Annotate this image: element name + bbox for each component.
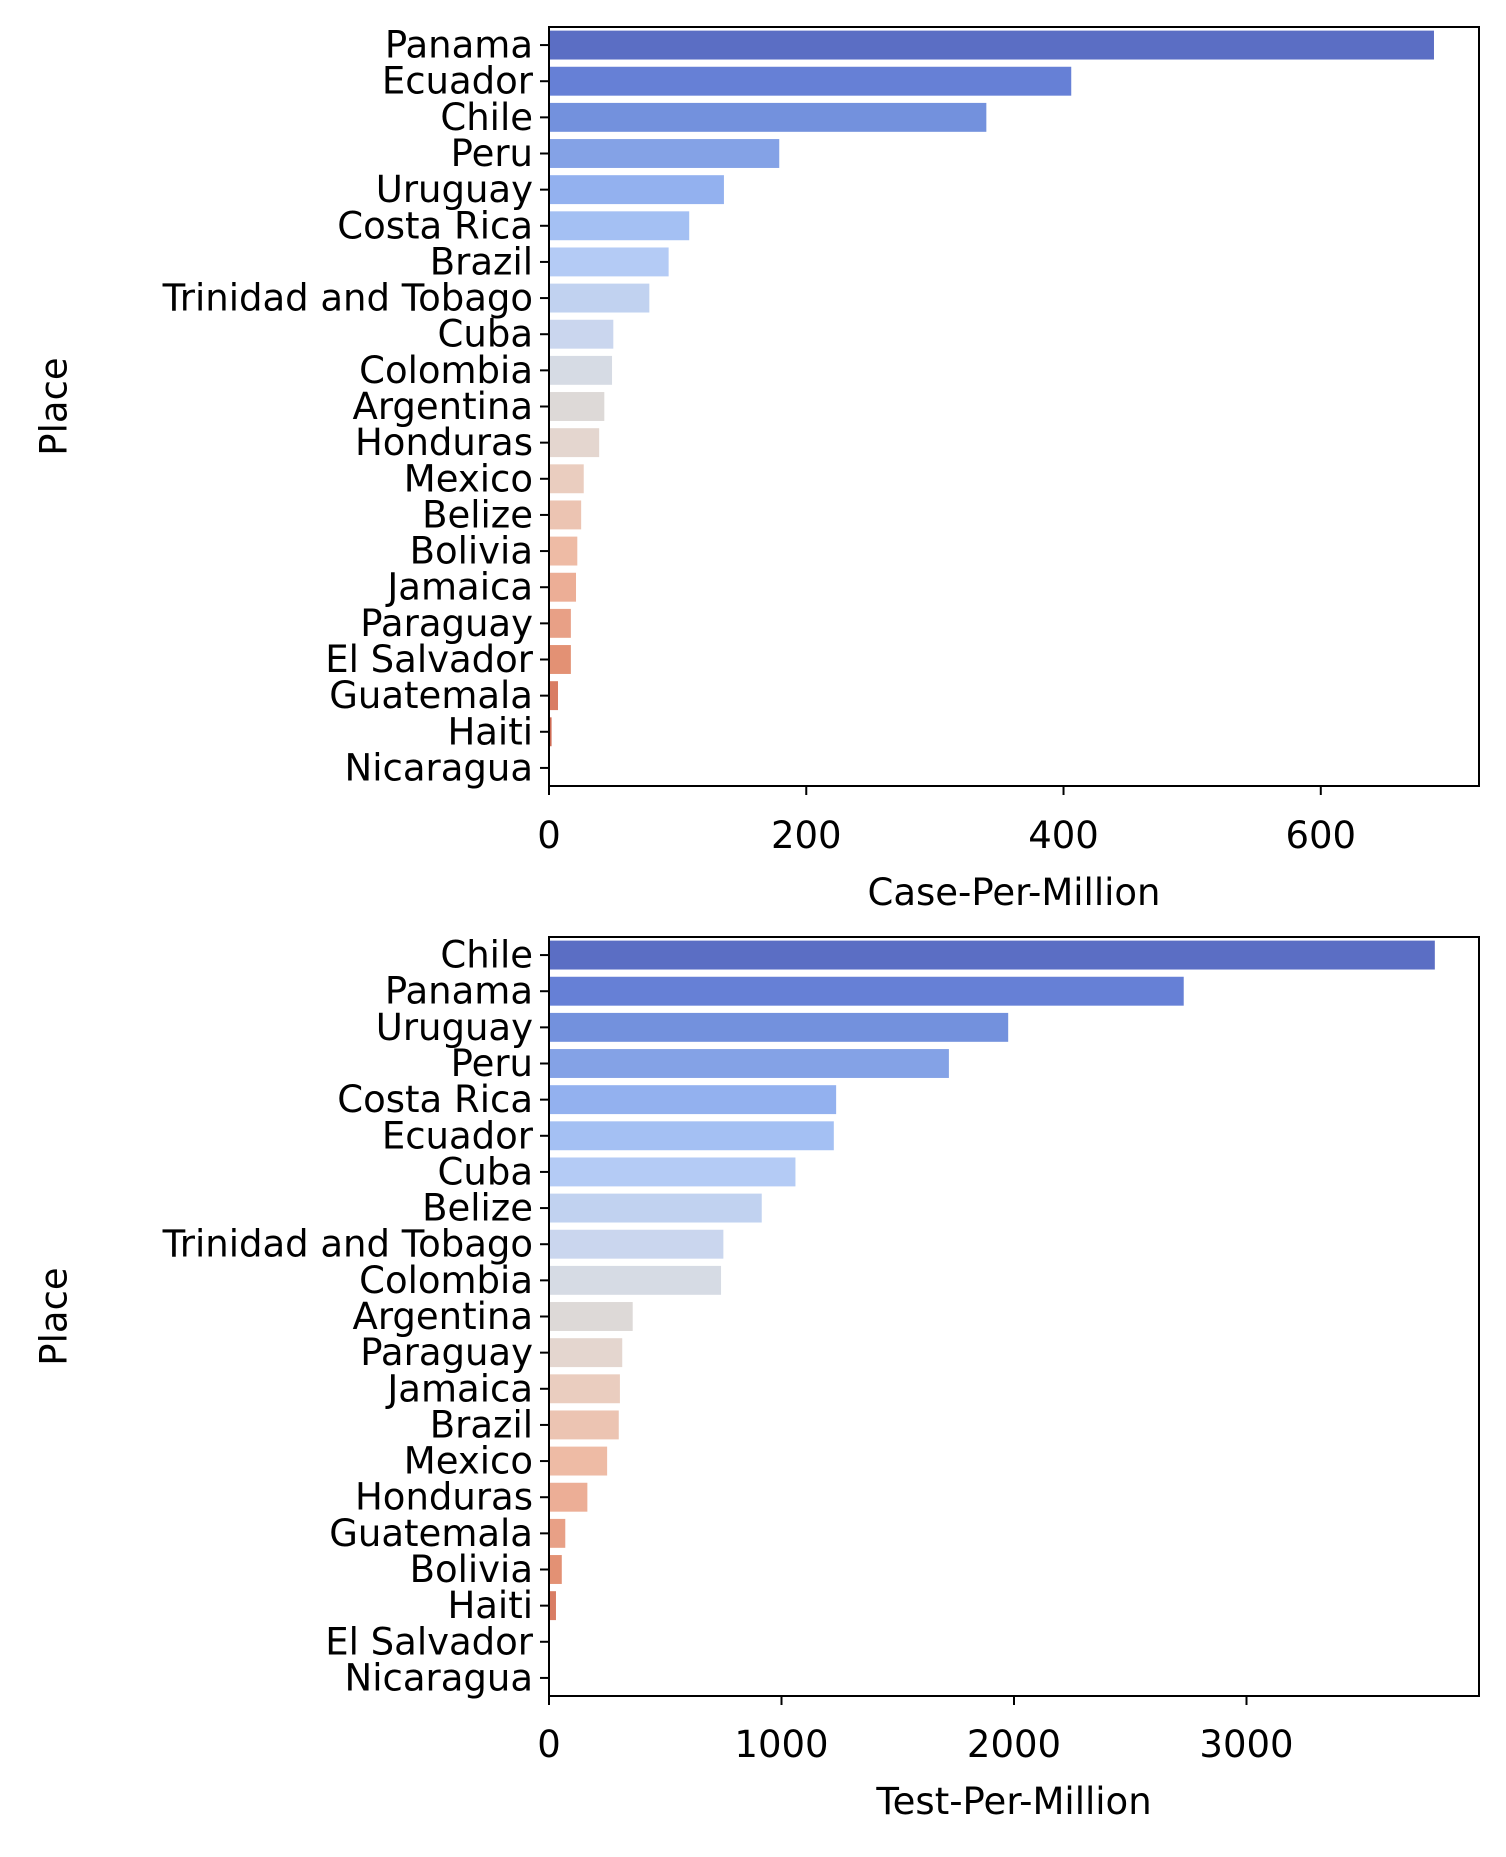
y-tick-label: Uruguay xyxy=(376,1006,533,1049)
bar-chile xyxy=(549,940,1435,970)
bar-trinidad-and-tobago xyxy=(549,1229,724,1259)
bar-honduras xyxy=(549,1482,588,1512)
y-tick-label: Honduras xyxy=(355,1476,533,1519)
y-tick-label: Bolivia xyxy=(410,1548,533,1591)
bar-panama xyxy=(549,30,1434,60)
bar-honduras xyxy=(549,428,600,458)
bar-costa-rica xyxy=(549,211,690,241)
bar-cuba xyxy=(549,319,614,349)
x-axis-label: Test-Per-Million xyxy=(875,1780,1151,1823)
y-tick-label: Costa Rica xyxy=(337,1078,533,1121)
x-tick-label: 600 xyxy=(1285,814,1356,857)
bar-mexico xyxy=(549,1446,608,1476)
y-tick-label: Ecuador xyxy=(382,1114,534,1157)
bar-ecuador xyxy=(549,66,1072,96)
y-tick-label: Argentina xyxy=(353,385,533,428)
y-tick-label: Jamaica xyxy=(385,566,533,609)
bar-costa-rica xyxy=(549,1085,837,1115)
y-tick-label: Nicaragua xyxy=(345,746,533,789)
bar-trinidad-and-tobago xyxy=(549,283,650,313)
y-tick-label: Peru xyxy=(451,132,533,175)
y-tick-label: Chile xyxy=(440,934,533,977)
plot-frame xyxy=(548,26,1480,787)
x-tick-label: 3000 xyxy=(1199,1723,1293,1766)
y-tick-label: Colombia xyxy=(359,1259,533,1302)
bar-paraguay xyxy=(549,608,571,638)
bar-peru xyxy=(549,1049,949,1078)
bar-jamaica xyxy=(549,572,577,602)
y-tick-label: Costa Rica xyxy=(337,204,533,247)
x-tick-label: 400 xyxy=(1028,814,1099,857)
bar-belize xyxy=(549,500,582,530)
y-tick-label: Belize xyxy=(422,1187,533,1230)
bar-argentina xyxy=(549,392,605,421)
bar-belize xyxy=(549,1193,762,1223)
y-tick-label: Honduras xyxy=(355,421,533,464)
y-tick-label: Guatemala xyxy=(329,674,533,717)
x-tick-label: 0 xyxy=(537,814,561,857)
bar-uruguay xyxy=(549,1012,1009,1042)
x-tick-label: 0 xyxy=(537,1723,561,1766)
y-tick-label: Nicaragua xyxy=(345,1656,533,1699)
bar-colombia xyxy=(549,355,613,385)
bar-brazil xyxy=(549,247,669,277)
bar-jamaica xyxy=(549,1374,620,1404)
bar-bolivia xyxy=(549,536,578,566)
y-tick-label: Bolivia xyxy=(410,530,533,573)
y-tick-label: El Salvador xyxy=(325,1620,534,1663)
x-tick-label: 2000 xyxy=(967,1723,1061,1766)
y-tick-label: Paraguay xyxy=(360,1331,533,1374)
y-tick-label: Brazil xyxy=(430,240,533,283)
bar-guatemala xyxy=(549,681,559,711)
y-tick-label: Cuba xyxy=(438,313,533,356)
y-tick-label: Brazil xyxy=(430,1403,533,1446)
bar-uruguay xyxy=(549,175,724,205)
bar-haiti xyxy=(549,1591,556,1621)
y-tick-label: Guatemala xyxy=(329,1512,533,1555)
y-tick-label: Peru xyxy=(451,1042,533,1085)
y-tick-label: Panama xyxy=(385,970,533,1013)
y-tick-label: Belize xyxy=(422,493,533,536)
bar-el-salvador xyxy=(549,645,571,674)
bar-brazil xyxy=(549,1410,619,1440)
x-tick-label: 1000 xyxy=(734,1723,828,1766)
y-tick-label: Panama xyxy=(385,24,533,67)
y-tick-label: Haiti xyxy=(447,710,533,753)
bar-colombia xyxy=(549,1265,722,1295)
y-tick-label: Cuba xyxy=(438,1150,533,1193)
y-tick-label: Haiti xyxy=(447,1584,533,1627)
y-tick-label: Colombia xyxy=(359,349,533,392)
bar-mexico xyxy=(549,464,584,494)
y-tick-label: Trinidad and Tobago xyxy=(162,1223,533,1266)
bar-haiti xyxy=(549,717,552,747)
y-axis-label: Place xyxy=(33,357,76,455)
bar-paraguay xyxy=(549,1338,623,1368)
bar-panama xyxy=(549,976,1184,1006)
y-tick-label: Chile xyxy=(440,96,533,139)
y-tick-label: Paraguay xyxy=(360,602,533,645)
y-tick-label: Uruguay xyxy=(376,168,533,211)
bar-guatemala xyxy=(549,1518,566,1548)
bar-argentina xyxy=(549,1302,633,1331)
x-tick-label: 200 xyxy=(771,814,842,857)
y-tick-label: Jamaica xyxy=(385,1367,533,1410)
y-tick-label: Argentina xyxy=(353,1295,533,1338)
y-tick-label: Ecuador xyxy=(382,60,534,103)
bar-chile xyxy=(549,102,987,132)
bar-bolivia xyxy=(549,1555,562,1584)
x-axis-label: Case-Per-Million xyxy=(868,871,1161,914)
y-tick-label: Mexico xyxy=(404,1440,533,1483)
bar-ecuador xyxy=(549,1121,834,1151)
bar-peru xyxy=(549,139,780,168)
y-axis-label: Place xyxy=(33,1267,76,1365)
bar-cuba xyxy=(549,1157,796,1187)
y-tick-label: Trinidad and Tobago xyxy=(162,277,533,320)
y-tick-label: Mexico xyxy=(404,457,533,500)
y-tick-label: El Salvador xyxy=(325,638,534,681)
